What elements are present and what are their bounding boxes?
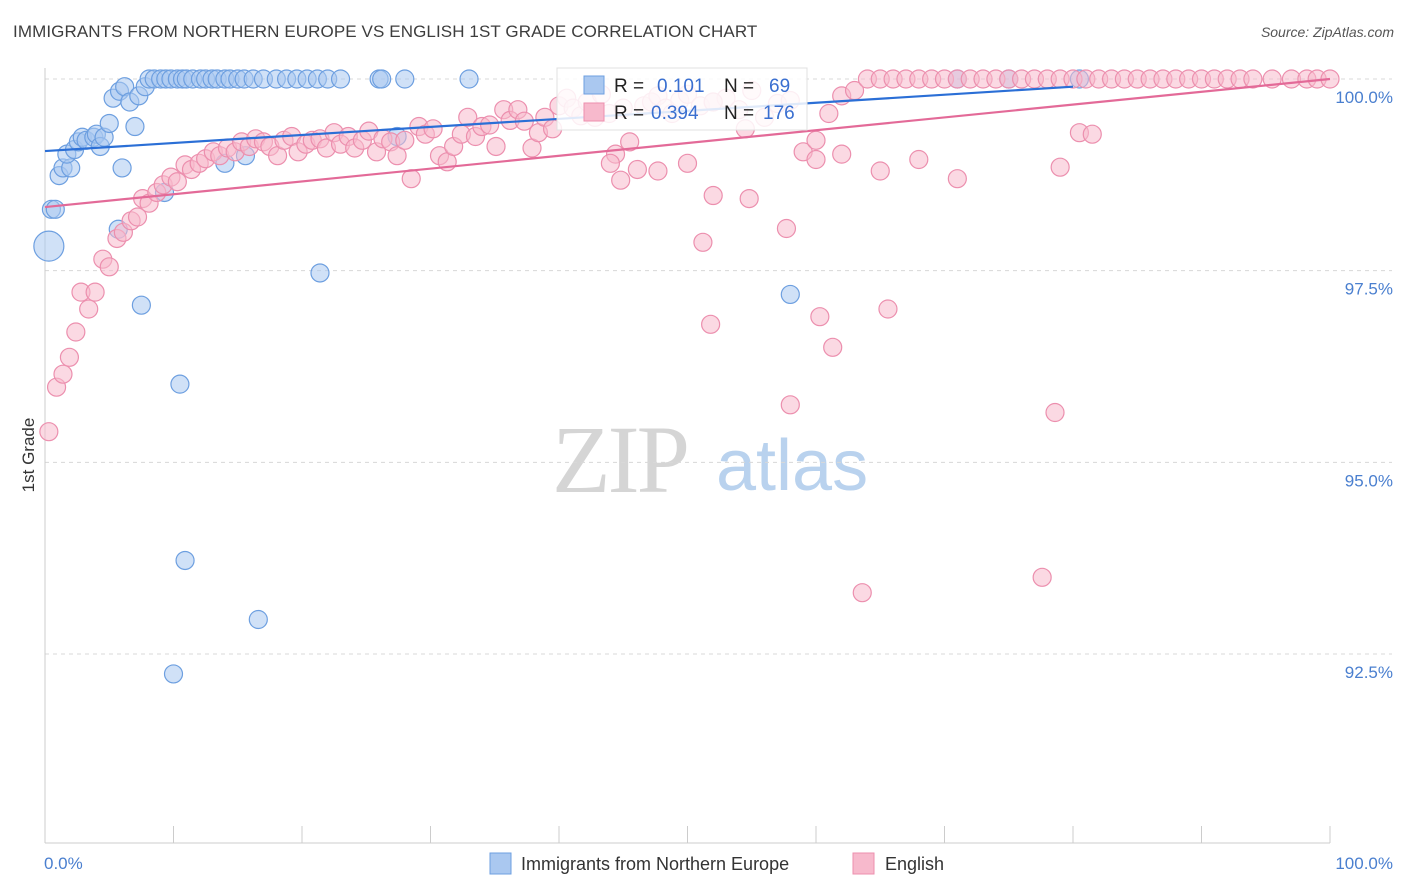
english-point <box>127 207 148 227</box>
legend-n-value-blue: 69 <box>769 76 790 97</box>
english-point <box>780 395 800 415</box>
legend-r-label-blue: R = <box>614 76 644 97</box>
immigrants-point <box>310 263 330 283</box>
legend-swatch-pink <box>583 102 605 122</box>
english-point <box>947 169 967 189</box>
english-point <box>1243 69 1263 89</box>
english-point <box>1050 157 1070 177</box>
immigrants-point <box>33 230 65 262</box>
english-point <box>701 314 721 334</box>
english-point <box>806 130 826 150</box>
english-point <box>909 149 929 170</box>
immigrants-point <box>780 284 800 305</box>
english-point <box>648 161 668 181</box>
immigrants-point <box>459 69 479 89</box>
english-point <box>79 299 99 319</box>
immigrants-point <box>170 374 190 394</box>
english-point <box>387 146 407 166</box>
english-point <box>823 337 843 357</box>
english-point <box>59 347 80 367</box>
y-tick-label: 97.5% <box>1345 280 1393 299</box>
bottom-legend-swatch-blue <box>489 852 512 875</box>
english-point <box>852 583 872 603</box>
english-point <box>66 322 86 342</box>
english-point <box>395 130 415 150</box>
english-point <box>739 189 759 209</box>
legend-r-value-blue: 0.101 <box>657 76 705 97</box>
english-point <box>85 282 105 302</box>
immigrants-point <box>45 199 65 219</box>
watermark: ZIP atlas <box>552 406 868 513</box>
y-tick-label: 95.0% <box>1345 471 1393 490</box>
bottom-legend-label-english: English <box>885 854 944 874</box>
axes <box>44 68 1331 844</box>
immigrants-point <box>372 69 392 89</box>
y-tick-label: 92.5% <box>1345 663 1393 682</box>
y-axis-label: 1st Grade <box>19 418 38 493</box>
english-point <box>819 103 839 124</box>
english-point <box>167 172 187 192</box>
english-point <box>53 364 73 384</box>
legend-n-label-blue: N = <box>724 76 754 97</box>
legend-n-label-pink: N = <box>724 103 754 124</box>
immigrants-point <box>175 550 195 571</box>
watermark-zip: ZIP <box>552 406 687 513</box>
english-trend-line <box>44 77 1331 209</box>
english-point <box>870 161 890 181</box>
english-point <box>423 119 443 139</box>
english-point <box>627 159 647 180</box>
immigrants-point <box>112 158 132 178</box>
english-point <box>1032 567 1052 587</box>
english-point <box>486 136 506 157</box>
immigrants-point <box>131 295 151 315</box>
english-point <box>458 107 478 127</box>
english-point <box>832 144 852 164</box>
english-point <box>806 149 826 170</box>
grid-lines <box>45 78 1392 655</box>
immigrants-point <box>248 609 268 630</box>
english-point <box>99 257 119 277</box>
english-point <box>703 185 723 206</box>
source-credit: Source: ZipAtlas.com <box>1260 24 1394 40</box>
english-point <box>810 307 830 327</box>
y-tick-labels: 100.0% 97.5% 95.0% 92.5% <box>1335 88 1393 682</box>
english-point <box>693 232 713 252</box>
english-point <box>1045 402 1065 423</box>
legend-r-label-pink: R = <box>614 103 644 124</box>
immigrants-point <box>99 113 119 134</box>
stats-legend: R = 0.101 N = 69 R = 0.394 N = 176 <box>556 67 808 131</box>
english-point <box>776 218 797 239</box>
english-point <box>878 299 898 319</box>
english-point <box>480 115 500 135</box>
y-tick-label: 100.0% <box>1335 88 1393 107</box>
series-english-points <box>39 69 1340 603</box>
english-point <box>677 153 698 173</box>
series-legend: Immigrants from Northern Europe English <box>489 852 944 875</box>
immigrants-point <box>125 116 145 137</box>
immigrants-point <box>330 69 351 89</box>
english-point <box>1082 124 1102 144</box>
english-point <box>39 422 59 442</box>
english-point <box>611 170 631 190</box>
english-point <box>620 132 640 152</box>
english-point <box>600 153 621 173</box>
immigrants-point <box>395 69 415 89</box>
x-tick-label-min: 0.0% <box>44 854 83 873</box>
immigrants-point <box>163 664 184 684</box>
watermark-atlas: atlas <box>716 426 868 506</box>
legend-n-value-pink: 176 <box>763 103 795 124</box>
bottom-legend-swatch-pink <box>852 852 875 875</box>
legend-swatch-blue <box>583 75 605 95</box>
chart-title: IMMIGRANTS FROM NORTHERN EUROPE VS ENGLI… <box>13 22 758 41</box>
bottom-legend-label-immigrants: Immigrants from Northern Europe <box>521 854 789 874</box>
english-point <box>401 169 421 189</box>
legend-r-value-pink: 0.394 <box>651 103 699 124</box>
x-tick-label-max: 100.0% <box>1335 854 1393 873</box>
